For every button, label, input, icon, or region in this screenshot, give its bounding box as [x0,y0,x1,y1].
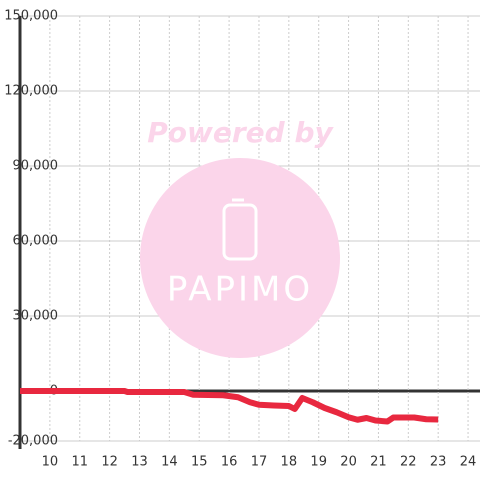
watermark-logo: PAPIMO [167,270,313,310]
watermark-text: Powered by [147,116,334,149]
x-tick-label: 24 [460,455,477,470]
phone-icon [222,203,258,261]
x-tick-label: 14 [161,455,178,470]
x-tick-label: 19 [310,455,327,470]
x-tick-label: 10 [42,455,59,470]
watermark: Powered by PAPIMO [140,116,340,358]
x-tick-label: 18 [281,455,298,470]
plot: -20,000030,00060,00090,000120,000150,000… [4,9,476,470]
x-tick-label: 15 [191,455,208,470]
y-tick-label: -20,000 [8,434,58,449]
x-tick-label: 11 [71,455,88,470]
x-tick-label: 13 [131,455,148,470]
x-tick-label: 17 [251,455,268,470]
x-tick-label: 22 [400,455,417,470]
y-tick-label: 60,000 [13,234,59,249]
y-tick-label: 90,000 [13,159,59,174]
x-tick-label: 16 [221,455,238,470]
y-tick-label: 150,000 [4,9,58,24]
x-tick-label: 21 [370,455,387,470]
x-tick-label: 12 [101,455,118,470]
y-tick-label: 30,000 [13,309,59,324]
y-tick-label: 120,000 [4,84,58,99]
x-tick-label: 20 [340,455,357,470]
line [20,388,439,425]
x-tick-label: 23 [430,455,447,470]
